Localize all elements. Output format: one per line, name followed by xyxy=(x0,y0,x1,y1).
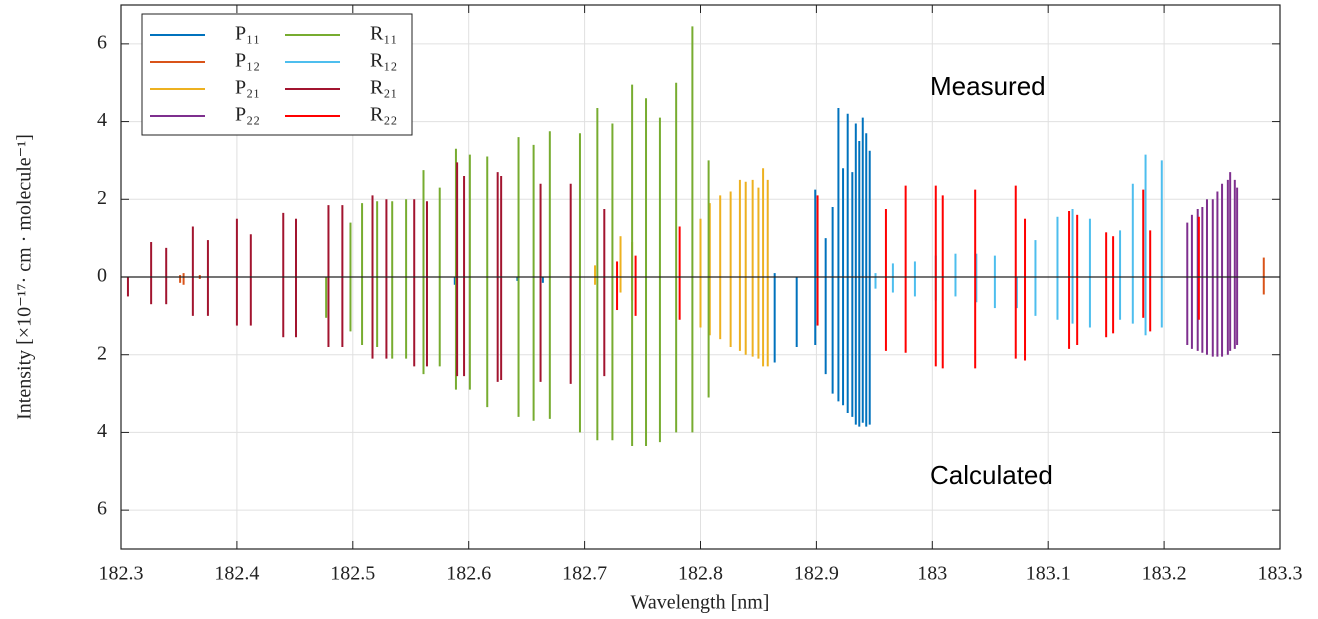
y-axis-label: Intensity [×10⁻¹⁷· cm · molecule⁻¹] xyxy=(14,134,36,420)
x-tick-label: 182.4 xyxy=(214,563,259,585)
legend: P₁₁ P₁₂ P₂₁ P₂₂ R₁₁ R₁₂ R₂₁ R₂₂ xyxy=(141,13,413,136)
x-tick-label: 183 xyxy=(917,563,947,585)
x-tick-label: 182.6 xyxy=(446,563,491,585)
y-tick-label: 4 xyxy=(97,420,107,442)
legend-label: P₁₁ xyxy=(235,23,260,45)
x-tick-label: 182.3 xyxy=(99,563,144,585)
legend-label: P₁₂ xyxy=(235,50,260,72)
legend-label: R₂₂ xyxy=(370,104,397,126)
legend-label: P₂₂ xyxy=(235,104,260,126)
legend-label: R₁₂ xyxy=(370,50,397,72)
x-tick-label: 182.9 xyxy=(794,563,839,585)
x-axis-label: Wavelength [nm] xyxy=(631,592,770,614)
plot-frame xyxy=(120,4,1281,550)
annotation: Calculated xyxy=(930,460,1053,490)
y-tick-label: 6 xyxy=(97,498,107,520)
x-tick-label: 182.5 xyxy=(330,563,375,585)
x-tick-label: 183.3 xyxy=(1258,563,1303,585)
x-tick-label: 183.2 xyxy=(1142,563,1187,585)
legend-label: P₂₁ xyxy=(235,77,260,99)
y-tick-label: 2 xyxy=(97,342,107,364)
x-tick-label: 182.8 xyxy=(678,563,723,585)
y-tick-label: 2 xyxy=(97,187,107,209)
y-tick-label: 0 xyxy=(97,265,107,287)
axes: 182.3 182.4 182.5 182.6 182.7 182.8 182.9 183 18… xyxy=(97,5,1303,585)
x-tick-label: 182.7 xyxy=(562,563,607,585)
y-tick-label: 4 xyxy=(97,109,107,131)
x-tick-label: 183.1 xyxy=(1026,563,1071,585)
legend-label: R₁₁ xyxy=(370,23,397,45)
sticks xyxy=(121,26,1280,447)
annotation: Measured xyxy=(930,71,1046,101)
y-tick-label: 6 xyxy=(97,31,107,53)
legend-label: R₂₁ xyxy=(370,77,397,99)
